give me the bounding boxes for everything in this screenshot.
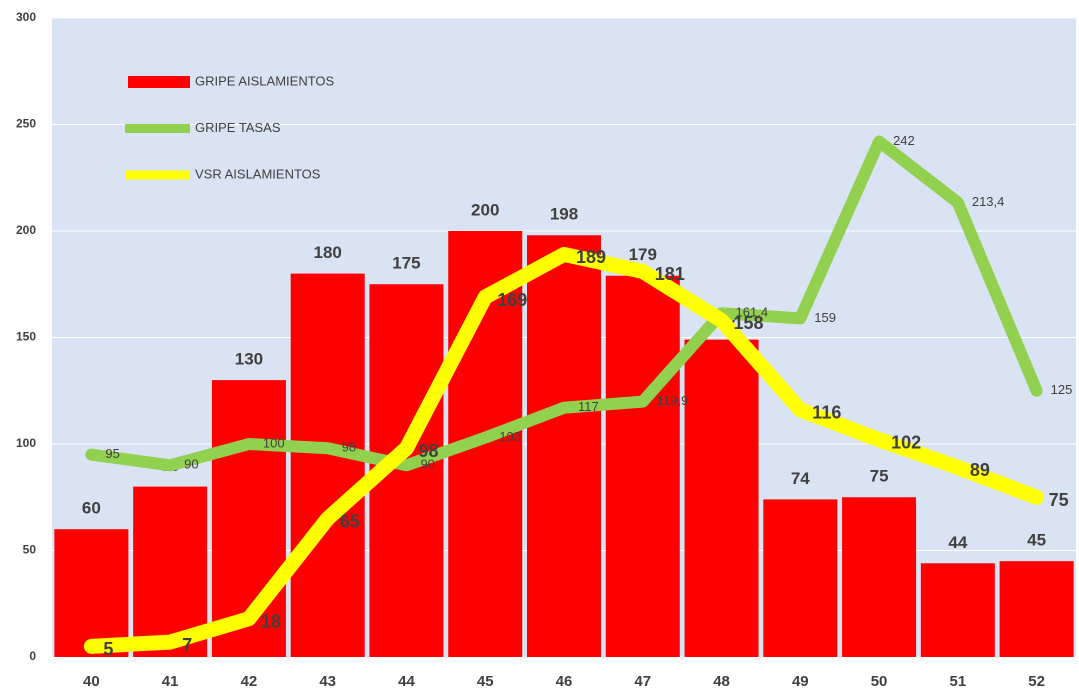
bar-label: 60: [82, 499, 101, 518]
data-label: 90: [184, 457, 198, 472]
bar-label: 44: [948, 533, 967, 552]
data-label: 90: [420, 457, 434, 472]
bar: [605, 275, 680, 657]
data-label: 116: [812, 403, 841, 423]
bar-label: 74: [791, 469, 810, 488]
data-label: 119,9: [657, 393, 689, 408]
x-tick-label: 40: [83, 673, 100, 690]
data-label: 125: [1051, 382, 1073, 397]
bar: [763, 499, 838, 657]
bar-label: 198: [550, 205, 578, 224]
data-label: 98: [418, 441, 438, 461]
data-label: 102: [891, 432, 921, 452]
bar: [290, 273, 365, 657]
bar: [920, 563, 995, 657]
data-label: 161,4: [736, 305, 769, 320]
data-label: 89: [970, 460, 990, 480]
x-tick-label: 42: [241, 673, 258, 690]
x-tick-label: 46: [556, 673, 573, 690]
data-label: 75: [1049, 490, 1069, 510]
data-label: 189: [576, 247, 606, 267]
data-label: 18: [261, 611, 281, 631]
data-label: 169: [497, 290, 527, 310]
data-label: 95: [105, 446, 119, 461]
data-label: 103: [499, 429, 521, 444]
bar-label: 75: [870, 467, 889, 486]
bar: [527, 235, 601, 657]
bar: [684, 339, 759, 657]
data-label: 100: [263, 435, 285, 450]
bar: [999, 561, 1074, 657]
y-tick-label: 150: [16, 330, 36, 344]
y-tick-label: 250: [16, 117, 36, 131]
y-tick-label: 50: [23, 543, 37, 557]
data-label: 242: [893, 133, 915, 148]
x-tick-label: 48: [713, 673, 730, 690]
x-tick-label: 49: [792, 673, 809, 690]
bar-label: 180: [314, 243, 342, 262]
x-tick-label: 44: [398, 673, 415, 690]
x-tick-label: 50: [871, 673, 888, 690]
bar-label: 200: [471, 200, 499, 219]
data-label: 213,4: [972, 194, 1005, 209]
bar: [54, 529, 129, 657]
x-tick-label: 43: [319, 673, 336, 690]
legend-swatch: [128, 76, 190, 88]
bar-label: 130: [235, 350, 263, 369]
y-tick-label: 300: [16, 10, 36, 24]
legend-label: VSR AISLAMIENTOS: [195, 166, 321, 181]
data-label: 65: [340, 511, 360, 531]
legend-label: GRIPE AISLAMIENTOS: [195, 73, 335, 88]
data-label: 181: [655, 264, 685, 284]
bar: [842, 497, 917, 657]
x-tick-label: 47: [634, 673, 651, 690]
bar-label: 179: [629, 245, 657, 264]
legend-label: GRIPE TASAS: [195, 120, 281, 135]
line-series: [83, 246, 1045, 654]
x-tick-label: 41: [162, 673, 179, 690]
bar-label: 175: [392, 254, 420, 273]
y-tick-label: 100: [16, 436, 36, 450]
data-label: 158: [734, 313, 764, 333]
data-label: 159: [814, 310, 836, 325]
bar-label: 45: [1027, 531, 1046, 550]
x-tick-label: 45: [477, 673, 494, 690]
data-label: 117: [578, 399, 599, 414]
line-series: [85, 135, 1043, 472]
data-label: 5: [103, 639, 113, 659]
data-label: 98: [342, 440, 356, 455]
x-tick-label: 52: [1028, 673, 1045, 690]
y-tick-label: 0: [29, 649, 36, 663]
x-tick-label: 51: [950, 673, 967, 690]
y-tick-label: 200: [16, 223, 36, 237]
data-label: 7: [182, 635, 192, 655]
